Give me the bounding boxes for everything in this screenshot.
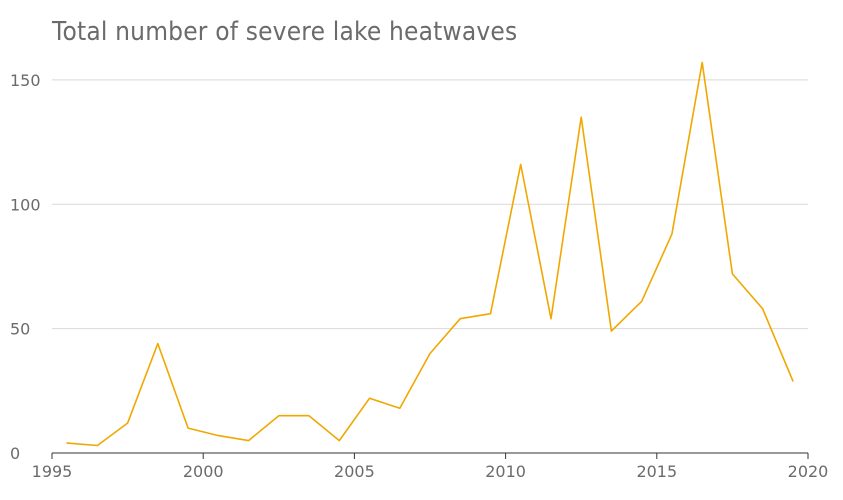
y-tick-label: 100 bbox=[10, 195, 41, 214]
x-tick-label: 2020 bbox=[788, 462, 829, 481]
series-line bbox=[66, 61, 794, 447]
x-tick-label: 2010 bbox=[485, 462, 526, 481]
series-layer bbox=[66, 61, 794, 447]
x-tick-label: 2000 bbox=[183, 462, 224, 481]
chart-title: Total number of severe lake heatwaves bbox=[52, 17, 518, 47]
x-tick-label: 2005 bbox=[334, 462, 375, 481]
y-tick-label: 150 bbox=[10, 71, 41, 90]
x-tick-label: 2015 bbox=[636, 462, 677, 481]
y-tick-label: 50 bbox=[10, 320, 30, 339]
gridlines bbox=[52, 79, 808, 330]
tick-labels: 0 50 100 150 1995 2000 2005 2010 2015 2020 bbox=[10, 71, 828, 481]
y-tick-label: 0 bbox=[10, 444, 20, 463]
x-tick-label: 1995 bbox=[32, 462, 73, 481]
x-axis bbox=[51, 452, 809, 459]
